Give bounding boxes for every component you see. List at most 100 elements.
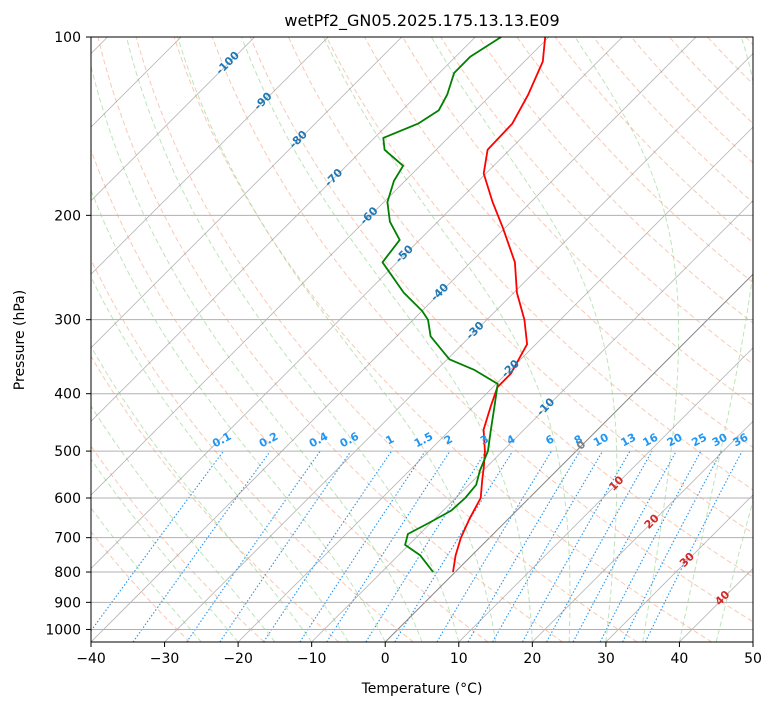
y-tick-label: 400	[54, 387, 81, 403]
dry-adiabats	[91, 37, 753, 642]
dry-adiabat-line	[91, 355, 340, 642]
profile-series	[381, 37, 547, 573]
isotherms	[91, 37, 753, 642]
isotherm-label: 20	[642, 511, 662, 531]
moist-adiabat-line	[91, 405, 276, 642]
mixing-ratio-line	[599, 450, 702, 642]
x-axis-label: Temperature (°C)	[361, 681, 483, 697]
dry-adiabat-line	[91, 445, 265, 642]
mixing-ratio-line	[132, 450, 271, 642]
isotherm-label: -40	[428, 280, 451, 303]
mixing-ratio-label: 10	[591, 431, 611, 450]
x-tick-label: −20	[223, 651, 253, 667]
mixing-ratio-line	[219, 450, 352, 642]
x-tick-label: −40	[76, 651, 106, 667]
mixing-ratio-line	[467, 450, 581, 642]
y-axis-label: Pressure (hPa)	[12, 290, 28, 390]
y-tick-label: 700	[54, 531, 81, 547]
isotherm-label: -80	[287, 128, 310, 151]
isotherm-line	[752, 641, 753, 642]
y-tick-label: 200	[54, 208, 81, 224]
mixing-ratio-line	[394, 450, 514, 642]
mixing-ratio-line	[622, 450, 722, 642]
dewpoint-line	[381, 37, 502, 573]
mixing-ratio-line	[186, 450, 321, 642]
moist-adiabat-line	[678, 37, 753, 642]
moist-adiabat-line	[241, 37, 533, 642]
isotherm-line	[91, 37, 697, 642]
dry-adiabat-line	[97, 37, 563, 642]
isotherm-label: -70	[322, 166, 345, 189]
moist-adiabat-line	[91, 64, 423, 642]
dry-adiabat-line	[478, 37, 753, 324]
mixing-ratio-label: 16	[641, 431, 661, 450]
dry-adiabat-line	[326, 37, 753, 491]
pressure-gridlines	[91, 37, 753, 630]
y-tick-label: 500	[54, 444, 81, 460]
dry-adiabat-line	[707, 37, 753, 85]
y-tick-label: 1000	[45, 622, 81, 638]
dry-adiabat-line	[249, 37, 753, 578]
dry-adiabat-line	[91, 531, 191, 642]
isotherm-line	[679, 567, 753, 642]
dry-adiabat-line	[554, 37, 753, 244]
mixing-ratio-label: 36	[731, 431, 751, 450]
y-tick-label: 600	[54, 491, 81, 507]
isotherm-line	[311, 200, 753, 642]
x-tick-label: 40	[671, 651, 689, 667]
moist-adiabat-line	[715, 498, 753, 642]
mixing-ratio-label: 0.1	[210, 430, 233, 451]
mixing-ratio-label: 4	[505, 432, 518, 447]
temperature-line	[452, 37, 547, 573]
isotherm-label: 30	[677, 550, 697, 570]
dry-adiabat-line	[592, 37, 753, 204]
y-axis-ticks: 100 200 300 400 500 600 700 800 900 1000	[45, 30, 91, 638]
x-tick-label: −10	[297, 651, 327, 667]
y-tick-label: 800	[54, 565, 81, 581]
isotherm-line	[605, 494, 753, 642]
mixing-ratio-line	[91, 450, 224, 632]
mixing-ratio-label: 20	[665, 431, 685, 450]
isotherm-label: -10	[534, 395, 557, 418]
y-tick-label: 300	[54, 313, 81, 329]
mixing-ratio-line	[299, 450, 426, 642]
mixing-ratio-line	[326, 450, 451, 642]
mixing-ratio-label: 2	[442, 432, 455, 447]
mixing-ratio-label: 25	[689, 431, 709, 450]
mixing-ratio-label: 30	[710, 431, 730, 450]
mixing-ratio-label: 0.4	[307, 430, 331, 451]
mixing-ratio-lines	[91, 450, 743, 642]
x-tick-label: 50	[744, 651, 762, 667]
isotherm-line	[91, 37, 476, 422]
moist-adiabat-line	[323, 37, 571, 642]
moist-adiabat-line	[91, 275, 349, 642]
dry-adiabat-line	[211, 37, 753, 623]
mixing-ratio-line	[644, 450, 743, 642]
y-tick-label: 900	[54, 595, 81, 611]
isotherm-label: -30	[463, 319, 486, 342]
moist-adiabat-line	[91, 188, 386, 642]
isotherm-line	[91, 37, 403, 349]
isotherm-label: 10	[606, 473, 626, 493]
plot-frame	[90, 36, 754, 643]
isotherm-line	[91, 37, 623, 570]
dry-adiabat-line	[91, 148, 489, 642]
mixing-ratio-line	[546, 450, 653, 642]
isotherm-line	[384, 273, 753, 642]
isotherm-line	[458, 347, 753, 642]
isotherm-line	[164, 52, 753, 642]
x-tick-label: 30	[597, 651, 615, 667]
moist-adiabat-line	[430, 37, 618, 642]
dry-adiabat-line	[91, 258, 414, 642]
dry-adiabat-line	[516, 37, 753, 284]
mixing-ratio-line	[365, 450, 487, 642]
chart-title: wetPf2_GN05.2025.175.13.13.E09	[284, 11, 559, 31]
mixing-ratio-line	[522, 450, 631, 642]
x-tick-label: 20	[523, 651, 541, 667]
x-tick-label: 0	[381, 651, 390, 667]
dry-adiabat-line	[173, 37, 713, 642]
mixing-ratio-label: 0.2	[257, 430, 280, 451]
moist-adiabat-line	[91, 345, 313, 642]
y-tick-label: 100	[54, 30, 81, 46]
